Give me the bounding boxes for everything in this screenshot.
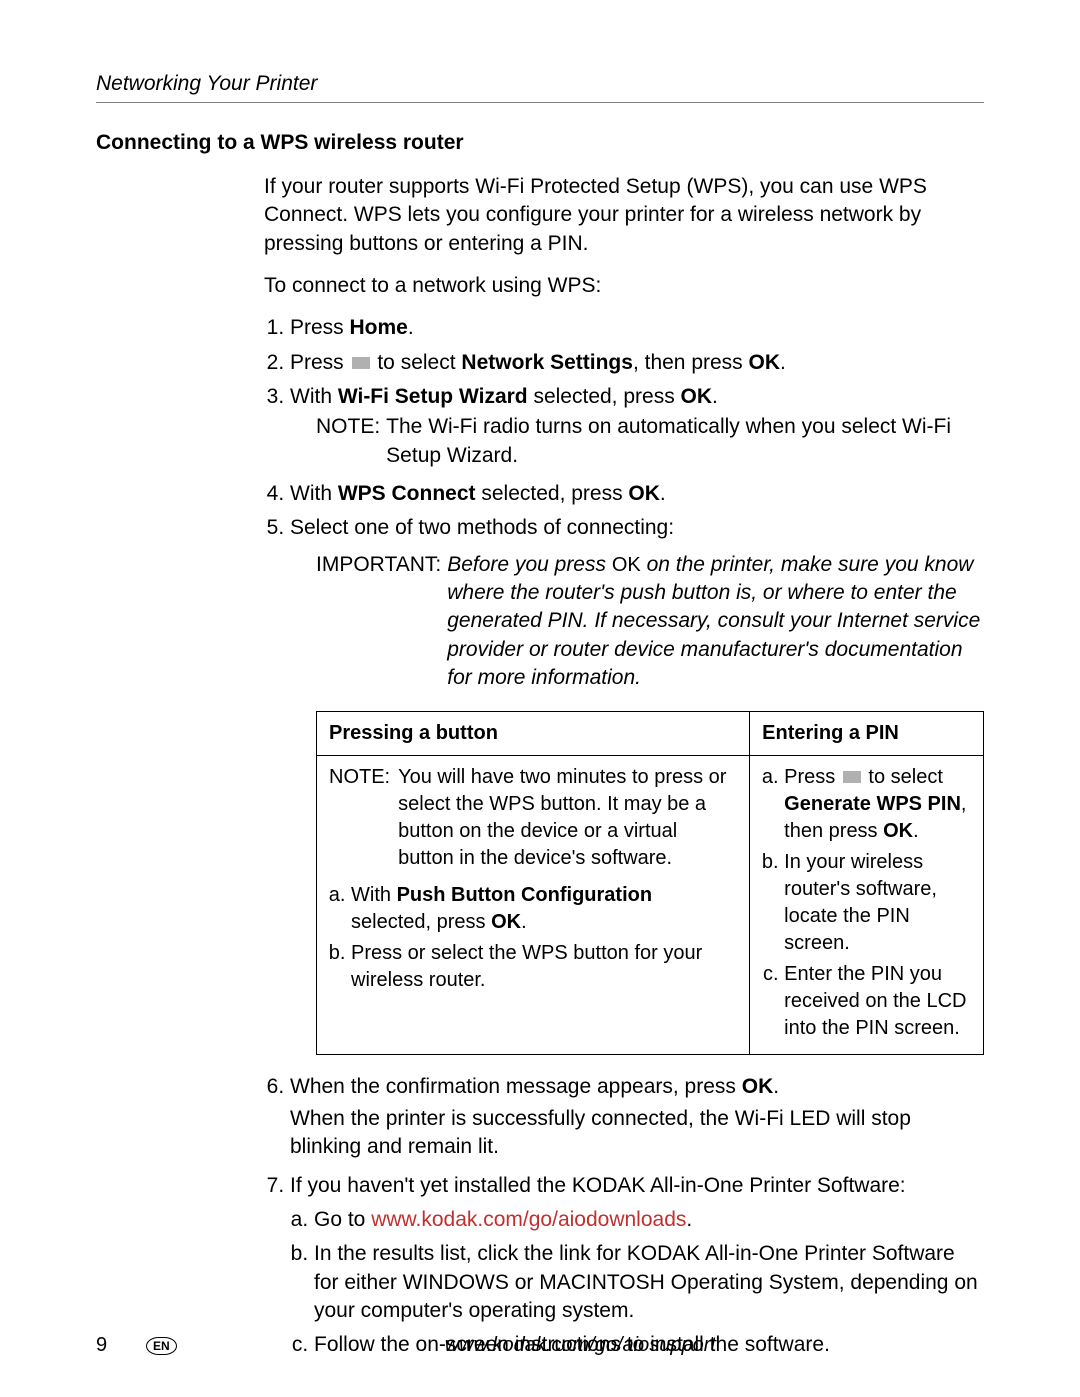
wps-connect-label: WPS Connect	[338, 482, 476, 505]
push-button-config-label: Push Button Configuration	[397, 884, 653, 906]
important-text: Before you press OK on the printer, make…	[447, 551, 984, 693]
network-settings-label: Network Settings	[461, 351, 633, 374]
list-item: Go to www.kodak.com/go/aiodownloads.	[314, 1206, 984, 1234]
document-page: Networking Your Printer Connecting to a …	[0, 0, 1080, 1397]
wps-methods-table: Pressing a button Entering a PIN NOTE: Y…	[316, 711, 984, 1055]
page-footer: 9 EN www.kodak.com/go/aiosupport	[96, 1334, 984, 1357]
step-5-text: Select one of two methods of connecting:	[290, 516, 674, 539]
step-7: If you haven't yet installed the KODAK A…	[290, 1172, 984, 1360]
note-text: You will have two minutes to press or se…	[398, 764, 737, 872]
note-text: The Wi-Fi radio turns on automatically w…	[386, 413, 984, 470]
list-item: In the results list, click the link for …	[314, 1240, 984, 1325]
step-7-text: If you haven't yet installed the KODAK A…	[290, 1174, 906, 1197]
table-row: NOTE: You will have two minutes to press…	[317, 755, 984, 1054]
step-2: Press to select Network Settings, then p…	[290, 349, 984, 377]
step-text: Press	[290, 316, 350, 339]
step-6: When the confirmation message appears, p…	[290, 1073, 984, 1162]
list-item: Press or select the WPS button for your …	[351, 940, 737, 994]
download-link[interactable]: www.kodak.com/go/aiodownloads	[371, 1208, 686, 1231]
ok-inline: OK	[612, 554, 641, 576]
ok-label: OK	[742, 1075, 774, 1098]
step-3-note: NOTE: The Wi-Fi radio turns on automatic…	[316, 413, 984, 470]
important-block: IMPORTANT: Before you press OK on the pr…	[316, 551, 984, 693]
ok-label: OK	[749, 351, 781, 374]
cell-enter-pin: Press to select Generate WPS PIN, then p…	[750, 755, 984, 1054]
section-title: Connecting to a WPS wireless router	[96, 131, 984, 155]
nav-arrow-icon	[352, 357, 370, 369]
table-header-enter-pin: Entering a PIN	[750, 711, 984, 755]
language-badge: EN	[146, 1337, 177, 1355]
body-content: If your router supports Wi-Fi Protected …	[264, 173, 984, 1360]
step-3: With Wi-Fi Setup Wizard selected, press …	[290, 383, 984, 470]
list-item: Enter the PIN you received on the LCD in…	[784, 961, 971, 1042]
press-button-steps: With Push Button Configuration selected,…	[329, 882, 737, 994]
ok-label: OK	[681, 385, 713, 408]
note-label: NOTE:	[329, 764, 398, 872]
table-header-press-button: Pressing a button	[317, 711, 750, 755]
step-1: Press Home.	[290, 314, 984, 342]
step-6-followup: When the printer is successfully connect…	[290, 1105, 984, 1162]
support-url[interactable]: www.kodak.com/go/aiosupport	[177, 1334, 984, 1357]
ok-label: OK	[491, 911, 521, 933]
ok-label: OK	[628, 482, 660, 505]
steps-list: Press Home. Press to select Network Sett…	[264, 314, 984, 1359]
cell-press-button: NOTE: You will have two minutes to press…	[317, 755, 750, 1054]
list-item: Press to select Generate WPS PIN, then p…	[784, 764, 971, 845]
lead-in: To connect to a network using WPS:	[264, 272, 984, 300]
ok-label: OK	[883, 820, 913, 842]
wifi-setup-wizard-label: Wi-Fi Setup Wizard	[338, 385, 528, 408]
step-5: Select one of two methods of connecting:…	[290, 514, 984, 1054]
running-head: Networking Your Printer	[96, 72, 984, 103]
page-number: 9	[96, 1334, 136, 1357]
enter-pin-steps: Press to select Generate WPS PIN, then p…	[762, 764, 971, 1042]
list-item: With Push Button Configuration selected,…	[351, 882, 737, 936]
note-label: NOTE:	[316, 413, 386, 470]
intro-paragraph: If your router supports Wi-Fi Protected …	[264, 173, 984, 258]
list-item: In your wireless router's software, loca…	[784, 849, 971, 957]
step-4: With WPS Connect selected, press OK.	[290, 480, 984, 508]
home-label: Home	[350, 316, 408, 339]
generate-wps-pin-label: Generate WPS PIN	[784, 793, 961, 815]
nav-arrow-icon	[843, 771, 861, 783]
important-label: IMPORTANT:	[316, 551, 447, 693]
